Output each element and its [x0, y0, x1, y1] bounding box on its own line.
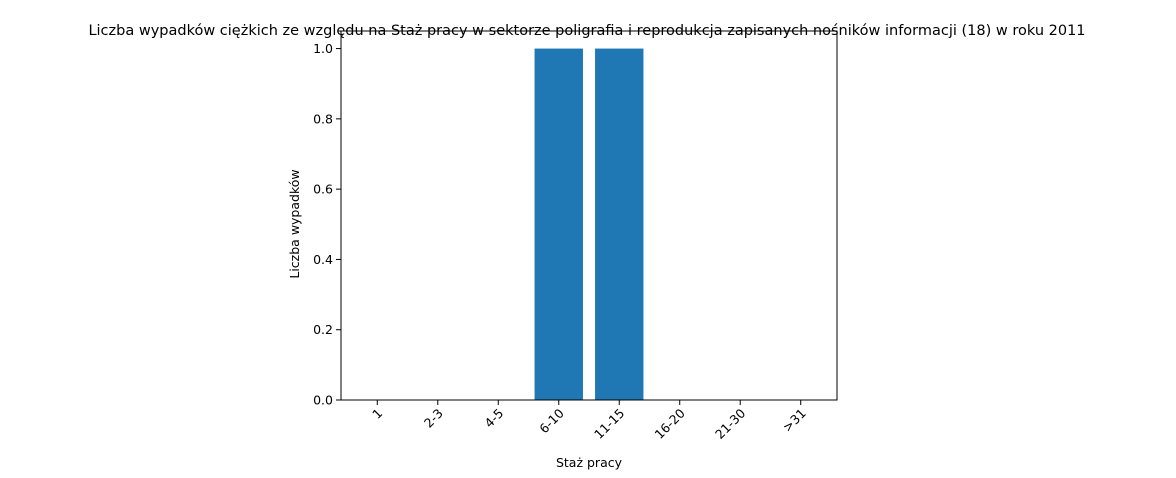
- bar-6-10: [534, 48, 583, 400]
- x-tick-label: >31: [780, 406, 809, 435]
- y-tick-label: 0.4: [313, 252, 333, 267]
- y-tick-label: 1.0: [313, 41, 333, 56]
- y-axis-label: Liczba wypadków: [287, 169, 302, 278]
- x-tick-label: 16-20: [652, 405, 688, 441]
- y-tick-label: 0.8: [313, 111, 333, 126]
- plot-frame: [340, 30, 838, 401]
- x-tick-label: 2-3: [421, 406, 446, 431]
- x-tick-label: 11-15: [591, 406, 627, 442]
- y-tick-label: 0.0: [313, 393, 333, 408]
- x-tick-label: 6-10: [536, 405, 567, 436]
- bar-11-15: [595, 48, 644, 400]
- x-tick-label: 21-30: [712, 405, 748, 441]
- y-tick-label: 0.6: [313, 182, 333, 197]
- x-tick-label: 4-5: [481, 406, 506, 431]
- y-tick-label: 0.2: [313, 322, 333, 337]
- x-axis-label: Staż pracy: [556, 455, 623, 470]
- x-tick-label: 1: [369, 406, 385, 422]
